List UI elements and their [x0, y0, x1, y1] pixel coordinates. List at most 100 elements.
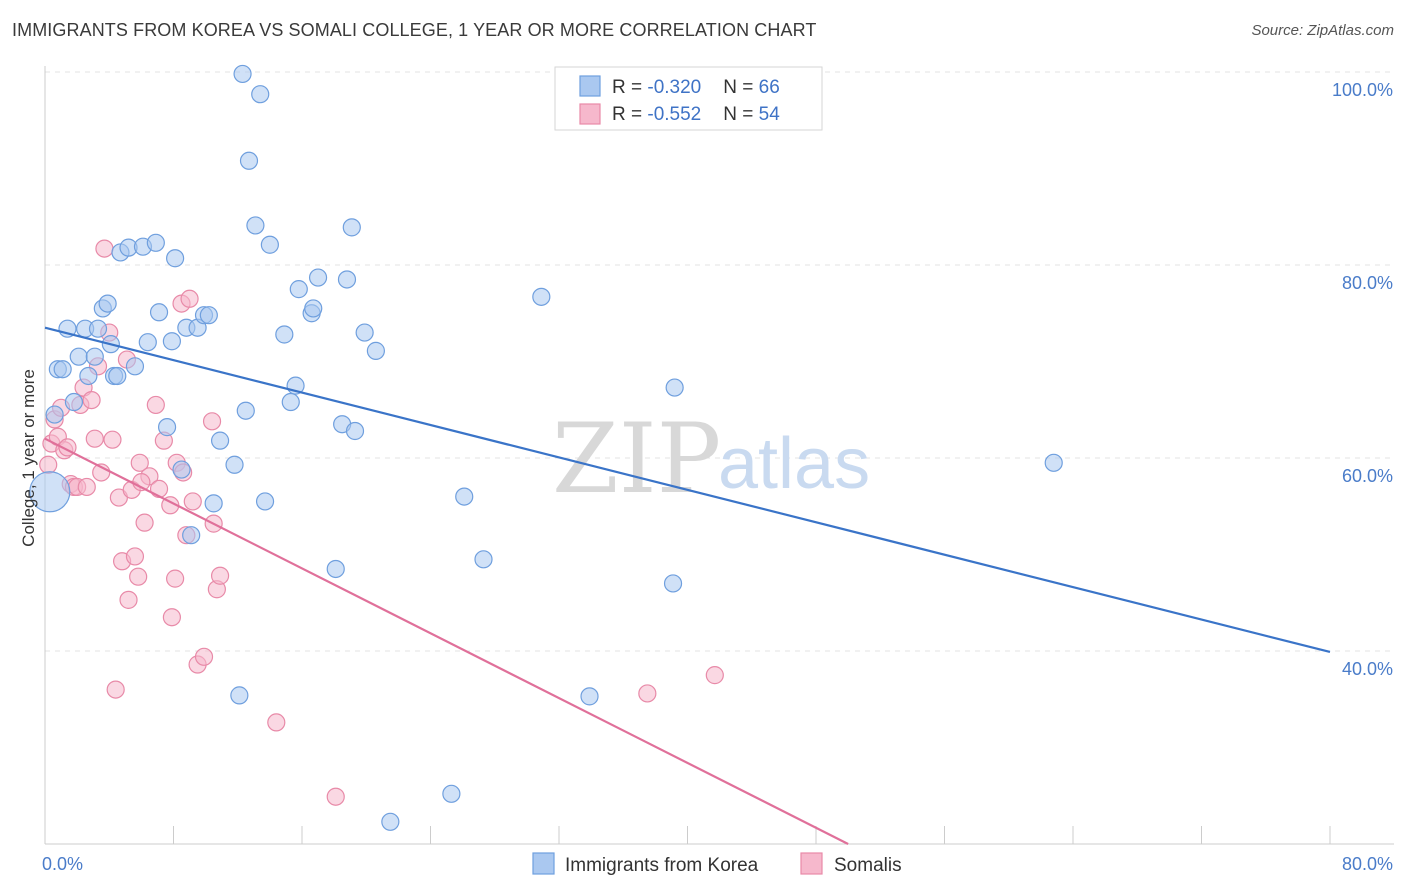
korea-point-61	[532, 287, 551, 306]
korea-point-8	[79, 366, 98, 386]
chart-title: IMMIGRANTS FROM KOREA VS SOMALI COLLEGE,…	[12, 20, 817, 40]
x-tick-labels: 0.0% 80.0%	[42, 854, 1393, 874]
korea-point-3	[53, 360, 72, 379]
legend-r-korea: -0.320	[647, 77, 701, 98]
legend-swatch-somali	[579, 103, 601, 125]
y-tick-label-0: 40.0%	[1342, 659, 1393, 679]
legend-r-somali: -0.552	[647, 104, 701, 125]
somali-point-20	[106, 680, 125, 699]
somali-point-31	[146, 395, 165, 415]
korea-point-39	[246, 216, 265, 235]
legend-n-korea: 66	[759, 77, 780, 98]
y-tick-label-2: 80.0%	[1342, 273, 1393, 293]
korea-point-55	[355, 323, 374, 342]
somali-point-36	[166, 569, 185, 588]
korea-point-38	[239, 151, 259, 170]
somali-trendline	[44, 437, 849, 845]
legend-row-korea: R = -0.320 N = 66	[612, 77, 780, 98]
somali-point-43	[194, 647, 214, 666]
korea-point-57	[381, 812, 400, 831]
axes	[44, 66, 1394, 845]
watermark-zip: ZIP	[552, 403, 721, 515]
source-credit: Source: ZipAtlas.com	[1251, 22, 1394, 39]
somali-point-51	[705, 666, 724, 685]
korea-point-41	[255, 492, 275, 511]
korea-point-64	[665, 378, 684, 397]
korea-point-63	[663, 574, 683, 593]
korea-point-62	[580, 687, 599, 706]
korea-point-32	[204, 494, 223, 513]
korea-point-25	[166, 249, 185, 268]
korea-point-33	[210, 431, 230, 450]
korea-point-42	[260, 235, 279, 254]
korea-point-43	[275, 325, 294, 344]
somali-point-48	[267, 713, 286, 732]
korea-point-0	[29, 471, 71, 513]
korea-point-9	[85, 347, 104, 366]
korea-point-58	[442, 784, 461, 803]
somali-point-40	[180, 289, 199, 308]
somali-point-27	[129, 567, 148, 586]
korea-point-60	[474, 550, 493, 569]
somali-point-44	[202, 412, 222, 431]
korea-point-37	[236, 401, 255, 420]
korea-point-54	[345, 421, 365, 441]
korea-point-10	[88, 319, 108, 338]
somali-point-35	[162, 608, 181, 627]
korea-point-26	[172, 460, 191, 479]
watermark: ZIP atlas	[552, 403, 870, 515]
somali-point-28	[130, 453, 149, 472]
bottom-legend-swatch-korea	[532, 852, 555, 875]
bottom-legend-label-korea: Immigrants from Korea	[565, 855, 759, 876]
korea-point-35	[230, 686, 249, 705]
korea-point-20	[138, 333, 157, 352]
korea-point-34	[225, 455, 244, 474]
somali-point-13	[82, 391, 101, 410]
somali-point-0	[39, 455, 58, 474]
korea-point-59	[455, 487, 474, 506]
korea-point-52	[337, 270, 357, 289]
korea-point-50	[326, 559, 345, 579]
bottom-legend-label-somali: Somalis	[834, 855, 902, 876]
somali-point-49	[326, 787, 345, 806]
watermark-atlas: atlas	[718, 424, 870, 504]
legend-swatch-korea	[579, 75, 601, 97]
somali-point-12	[77, 477, 96, 497]
korea-point-36	[233, 64, 252, 84]
y-axis-label: College, 1 year or more	[19, 369, 38, 547]
korea-point-65	[1044, 453, 1063, 472]
legend-n-somali: 54	[759, 104, 781, 125]
korea-point-5	[64, 392, 84, 412]
somali-point-41	[183, 492, 202, 511]
somali-points	[39, 239, 724, 806]
x-tick-label-1: 80.0%	[1342, 854, 1393, 874]
korea-point-12	[98, 294, 117, 313]
korea-point-40	[251, 85, 270, 104]
bottom-legend-swatch-somali	[800, 852, 823, 875]
gridlines	[45, 71, 1394, 652]
y-tick-label-3: 100.0%	[1332, 80, 1393, 100]
somali-point-50	[638, 684, 657, 703]
somali-point-19	[103, 430, 122, 449]
somali-point-24	[119, 590, 138, 609]
somali-point-47	[210, 566, 230, 585]
korea-point-15	[108, 366, 127, 386]
korea-points	[29, 64, 1063, 831]
x-tick-label-0: 0.0%	[42, 854, 83, 874]
legend-box: R = -0.320 N = 66 R = -0.552 N = 54	[554, 66, 823, 131]
korea-point-44	[281, 392, 300, 412]
y-tick-label-1: 60.0%	[1342, 466, 1393, 486]
somali-point-32	[149, 479, 169, 498]
korea-point-48	[304, 299, 323, 318]
korea-point-28	[182, 526, 201, 545]
korea-point-53	[342, 218, 361, 237]
korea-point-21	[146, 233, 165, 252]
korea-point-24	[162, 332, 181, 351]
legend-row-somali: R = -0.552 N = 54	[612, 104, 780, 125]
korea-point-49	[308, 268, 328, 287]
korea-point-31	[199, 306, 218, 325]
trendlines	[44, 326, 1331, 845]
korea-point-46	[289, 280, 308, 299]
y-tick-labels: 40.0% 60.0% 80.0% 100.0%	[1332, 80, 1393, 679]
